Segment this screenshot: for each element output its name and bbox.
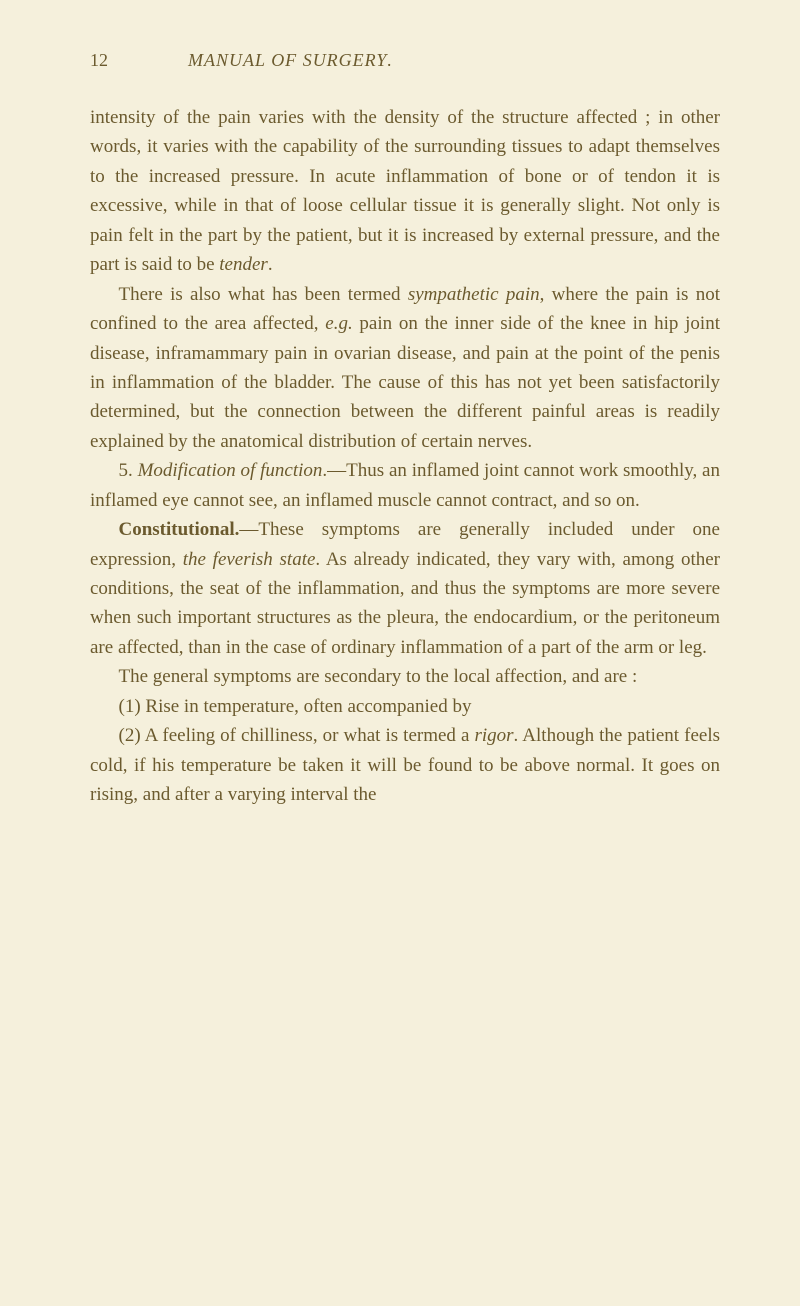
page-header: 12 MANUAL OF SURGERY. (90, 50, 720, 71)
paragraph-1: intensity of the pain varies with the de… (90, 103, 720, 280)
paragraph-4: Constitutional.—These symptoms are gener… (90, 515, 720, 662)
running-title: MANUAL OF SURGERY. (188, 50, 393, 71)
page-number: 12 (90, 50, 108, 71)
paragraph-6: (1) Rise in temperature, often accompani… (90, 692, 720, 721)
body-text: intensity of the pain varies with the de… (90, 103, 720, 810)
document-page: 12 MANUAL OF SURGERY. intensity of the p… (0, 0, 800, 860)
paragraph-3: 5. Modification of function.—Thus an inf… (90, 456, 720, 515)
paragraph-7: (2) A feeling of chilliness, or what is … (90, 721, 720, 809)
paragraph-5: The general symptoms are secondary to th… (90, 662, 720, 691)
paragraph-2: There is also what has been termed sympa… (90, 280, 720, 457)
